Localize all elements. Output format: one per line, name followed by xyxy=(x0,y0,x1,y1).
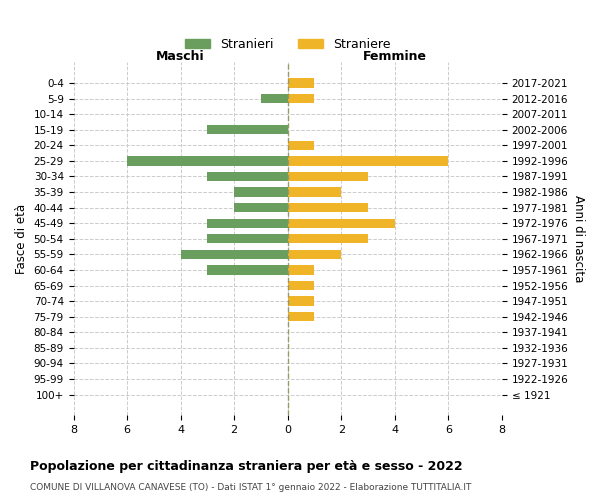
Bar xyxy=(287,78,314,88)
Bar xyxy=(287,94,314,103)
Bar xyxy=(208,125,287,134)
Y-axis label: Anni di nascita: Anni di nascita xyxy=(572,195,585,282)
Bar xyxy=(287,250,341,259)
Bar xyxy=(181,250,287,259)
Y-axis label: Fasce di età: Fasce di età xyxy=(15,204,28,274)
Bar xyxy=(287,234,368,243)
Bar xyxy=(261,94,287,103)
Bar xyxy=(208,218,287,228)
Bar xyxy=(208,172,287,181)
Text: COMUNE DI VILLANOVA CANAVESE (TO) - Dati ISTAT 1° gennaio 2022 - Elaborazione TU: COMUNE DI VILLANOVA CANAVESE (TO) - Dati… xyxy=(30,483,472,492)
Bar xyxy=(287,265,314,274)
Bar xyxy=(208,265,287,274)
Bar xyxy=(287,172,368,181)
Text: Femmine: Femmine xyxy=(363,50,427,62)
Bar xyxy=(234,188,287,196)
Bar xyxy=(127,156,287,166)
Text: Popolazione per cittadinanza straniera per età e sesso - 2022: Popolazione per cittadinanza straniera p… xyxy=(30,460,463,473)
Bar xyxy=(287,188,341,196)
Bar xyxy=(287,218,395,228)
Bar xyxy=(287,312,314,322)
Legend: Stranieri, Straniere: Stranieri, Straniere xyxy=(179,33,395,56)
Bar xyxy=(208,234,287,243)
Bar xyxy=(287,140,314,150)
Bar xyxy=(234,203,287,212)
Bar xyxy=(287,296,314,306)
Text: Maschi: Maschi xyxy=(156,50,205,62)
Bar xyxy=(287,203,368,212)
Bar xyxy=(287,281,314,290)
Bar xyxy=(287,156,448,166)
